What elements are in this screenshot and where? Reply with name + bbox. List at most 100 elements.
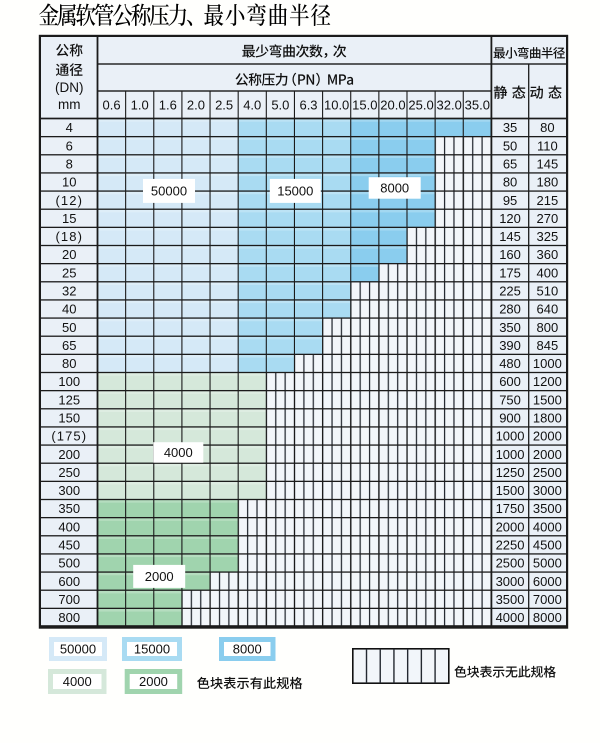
svg-text:1200: 1200	[533, 374, 562, 389]
svg-text:480: 480	[499, 356, 521, 371]
svg-text:15000: 15000	[277, 184, 313, 199]
svg-text:150: 150	[58, 410, 80, 425]
svg-text:2000: 2000	[533, 447, 562, 462]
svg-text:350: 350	[499, 320, 521, 335]
svg-text:2000: 2000	[496, 519, 525, 534]
svg-text:50: 50	[62, 320, 76, 335]
svg-text:15000: 15000	[134, 642, 170, 657]
svg-text:325: 325	[536, 229, 558, 244]
svg-text:35: 35	[503, 120, 517, 135]
svg-text:145: 145	[536, 156, 558, 171]
svg-text:8000: 8000	[533, 610, 562, 625]
svg-text:600: 600	[58, 574, 80, 589]
svg-text:80: 80	[62, 356, 76, 371]
svg-text:2000: 2000	[533, 429, 562, 444]
svg-text:4000: 4000	[496, 610, 525, 625]
svg-text:145: 145	[499, 229, 521, 244]
svg-text:50000: 50000	[60, 642, 96, 657]
svg-text:(12): (12)	[55, 193, 83, 208]
svg-text:8: 8	[66, 156, 73, 171]
svg-text:400: 400	[536, 265, 558, 280]
svg-text:1750: 1750	[496, 501, 525, 516]
svg-text:350: 350	[58, 501, 80, 516]
svg-text:(18): (18)	[55, 229, 83, 244]
svg-text:700: 700	[58, 592, 80, 607]
svg-text:450: 450	[58, 537, 80, 552]
svg-text:10: 10	[62, 175, 76, 190]
svg-text:4000: 4000	[164, 445, 193, 460]
svg-text:80: 80	[503, 175, 517, 190]
svg-text:5000: 5000	[533, 556, 562, 571]
svg-text:1500: 1500	[496, 483, 525, 498]
svg-text:25: 25	[62, 265, 76, 280]
svg-text:40: 40	[62, 302, 76, 317]
svg-text:0.6: 0.6	[103, 97, 121, 112]
svg-text:120: 120	[499, 211, 521, 226]
svg-text:125: 125	[58, 392, 80, 407]
svg-text:800: 800	[536, 320, 558, 335]
svg-text:845: 845	[536, 338, 558, 353]
svg-text:20.0: 20.0	[380, 97, 405, 112]
svg-text:1.0: 1.0	[131, 97, 149, 112]
svg-text:3000: 3000	[533, 483, 562, 498]
svg-text:360: 360	[536, 247, 558, 262]
svg-text:7000: 7000	[533, 592, 562, 607]
svg-text:8000: 8000	[233, 642, 262, 657]
svg-text:2.5: 2.5	[215, 97, 233, 112]
svg-text:300: 300	[58, 483, 80, 498]
svg-text:3500: 3500	[496, 592, 525, 607]
svg-text:200: 200	[58, 447, 80, 462]
svg-text:2.0: 2.0	[187, 97, 205, 112]
svg-text:15.0: 15.0	[352, 97, 377, 112]
svg-text:1250: 1250	[496, 465, 525, 480]
svg-text:500: 500	[58, 556, 80, 571]
svg-text:65: 65	[62, 338, 76, 353]
svg-text:6: 6	[66, 138, 73, 153]
svg-text:4000: 4000	[63, 674, 92, 689]
svg-text:390: 390	[499, 338, 521, 353]
svg-text:215: 215	[536, 193, 558, 208]
svg-text:95: 95	[503, 193, 517, 208]
svg-text:mm: mm	[58, 97, 81, 112]
svg-text:900: 900	[499, 410, 521, 425]
svg-text:50000: 50000	[151, 184, 187, 199]
svg-text:3000: 3000	[496, 574, 525, 589]
svg-text:2000: 2000	[145, 569, 174, 584]
svg-text:800: 800	[58, 610, 80, 625]
svg-text:180: 180	[536, 175, 558, 190]
svg-text:5.0: 5.0	[271, 97, 289, 112]
svg-text:32: 32	[62, 283, 76, 298]
svg-text:510: 510	[536, 283, 558, 298]
svg-text:175: 175	[499, 265, 521, 280]
svg-text:1500: 1500	[533, 392, 562, 407]
svg-text:35.0: 35.0	[465, 97, 490, 112]
svg-text:(175): (175)	[51, 429, 87, 444]
svg-text:4000: 4000	[533, 519, 562, 534]
svg-text:400: 400	[58, 519, 80, 534]
svg-text:50: 50	[503, 138, 517, 153]
svg-text:2250: 2250	[496, 537, 525, 552]
svg-text:3500: 3500	[533, 501, 562, 516]
svg-text:4: 4	[66, 120, 73, 135]
svg-text:10.0: 10.0	[324, 97, 349, 112]
svg-text:65: 65	[503, 156, 517, 171]
svg-text:1000: 1000	[496, 429, 525, 444]
svg-text:250: 250	[58, 465, 80, 480]
svg-text:80: 80	[540, 120, 554, 135]
svg-text:25.0: 25.0	[408, 97, 433, 112]
svg-text:2500: 2500	[533, 465, 562, 480]
svg-text:225: 225	[499, 283, 521, 298]
svg-text:1800: 1800	[533, 410, 562, 425]
svg-text:1000: 1000	[533, 356, 562, 371]
svg-text:32.0: 32.0	[437, 97, 462, 112]
svg-text:750: 750	[499, 392, 521, 407]
svg-text:2500: 2500	[496, 556, 525, 571]
svg-text:6000: 6000	[533, 574, 562, 589]
svg-text:600: 600	[499, 374, 521, 389]
svg-text:15: 15	[62, 211, 76, 226]
svg-text:100: 100	[58, 374, 80, 389]
svg-text:4500: 4500	[533, 537, 562, 552]
svg-text:4.0: 4.0	[243, 97, 261, 112]
svg-text:270: 270	[536, 211, 558, 226]
svg-text:640: 640	[536, 302, 558, 317]
